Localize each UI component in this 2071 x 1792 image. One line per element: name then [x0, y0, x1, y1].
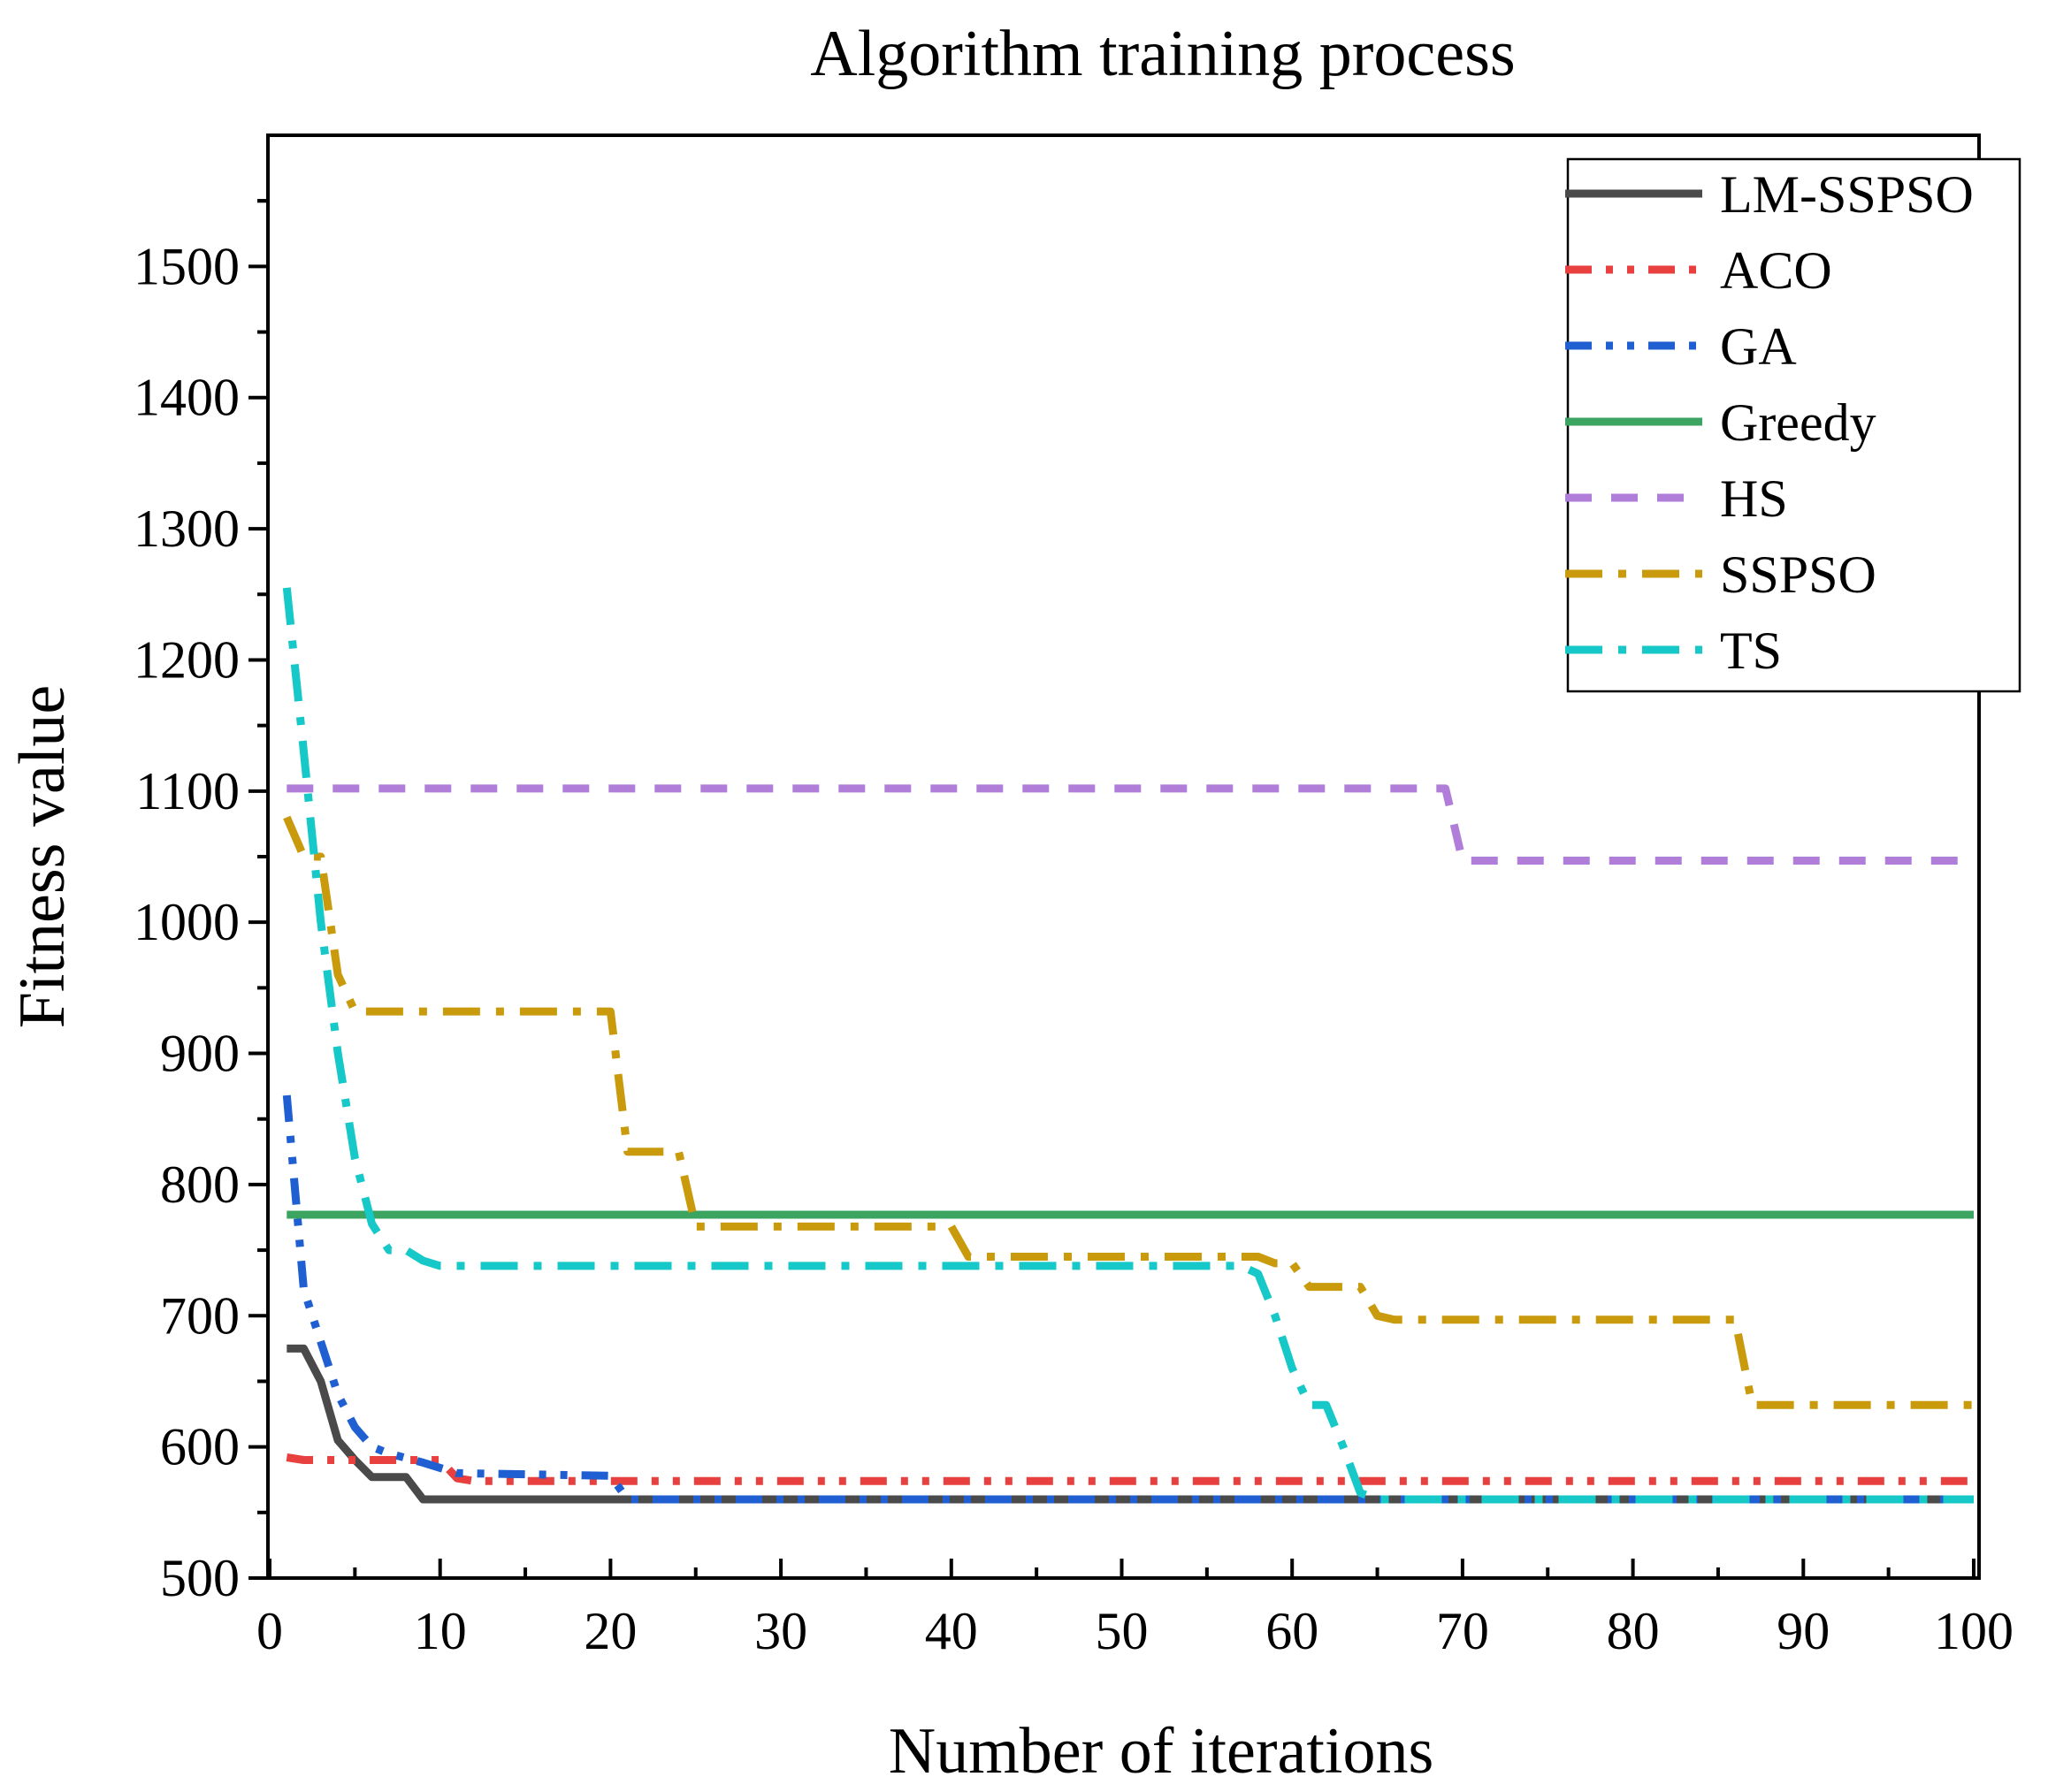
- series-line-aco: [286, 1453, 1974, 1485]
- x-tick-label: 80: [1607, 1602, 1660, 1660]
- x-tick-label: 90: [1777, 1602, 1830, 1660]
- x-tick-label: 60: [1265, 1602, 1318, 1660]
- x-tick-label: 20: [584, 1602, 637, 1660]
- tick-labels: 0 10 20 30 40 50 60 70 80 90 100 500 600 700 800 900 100…: [134, 237, 2014, 1660]
- y-tick-label: 1000: [134, 893, 240, 951]
- y-tick-label: 800: [160, 1155, 240, 1214]
- y-tick-label: 900: [160, 1025, 240, 1083]
- legend-label: SSPSO: [1720, 545, 1876, 604]
- legend: LM-SSPSO ACO GA Greedy HS SSPSO TS: [1565, 157, 2021, 693]
- y-tick-label: 1500: [134, 237, 240, 295]
- y-tick-label: 700: [160, 1286, 240, 1345]
- legend-label: HS: [1720, 469, 1788, 528]
- y-tick-label: 1100: [135, 762, 240, 820]
- y-tick-label: 1300: [134, 499, 240, 558]
- y-tick-label: 600: [160, 1418, 240, 1476]
- series-line-hs: [287, 784, 1974, 865]
- legend-label: GA: [1720, 317, 1797, 376]
- axis-ticks: [248, 199, 1975, 1580]
- series-layer: [282, 587, 1974, 1504]
- x-tick-label: 50: [1096, 1602, 1149, 1660]
- y-tick-label: 1400: [134, 369, 240, 427]
- y-axis-label: Fitness value: [6, 685, 79, 1028]
- x-axis-label: Number of iterations: [889, 1715, 1434, 1788]
- y-tick-label: 1200: [134, 630, 240, 689]
- legend-label: ACO: [1720, 241, 1832, 300]
- x-tick-label: 0: [256, 1602, 283, 1660]
- y-tick-label: 500: [160, 1549, 240, 1607]
- x-tick-label: 70: [1436, 1602, 1489, 1660]
- x-tick-label: 100: [1934, 1602, 2014, 1660]
- series-line-sspso: [283, 815, 1974, 1409]
- chart-title: Algorithm training process: [810, 18, 1515, 90]
- x-tick-label: 10: [414, 1602, 467, 1660]
- x-tick-label: 30: [754, 1602, 807, 1660]
- x-tick-label: 40: [925, 1602, 978, 1660]
- legend-label: TS: [1720, 621, 1782, 680]
- legend-label: LM-SSPSO: [1720, 165, 1974, 224]
- series-line-ts: [282, 587, 1974, 1504]
- legend-label: Greedy: [1720, 393, 1876, 452]
- series-line-ga: [282, 1094, 1974, 1504]
